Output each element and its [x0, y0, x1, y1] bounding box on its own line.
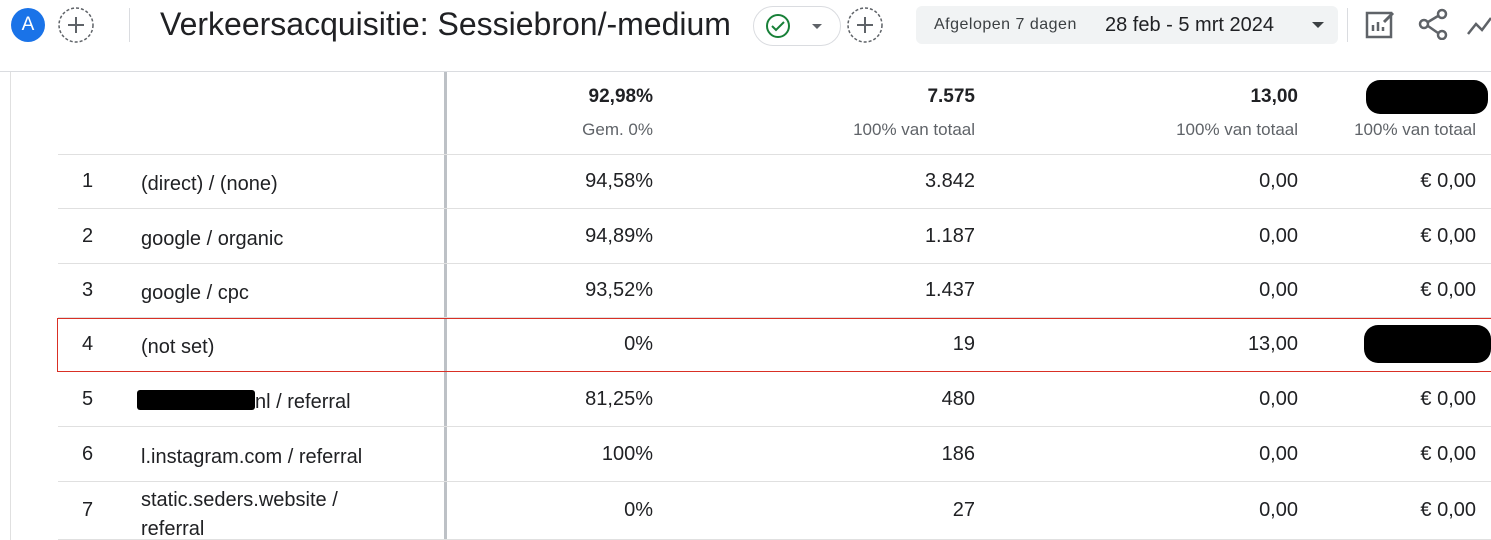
row-value: € 0,00	[1420, 442, 1476, 465]
total-sub: 100% van totaal	[1176, 120, 1298, 139]
date-range: 28 feb - 5 mrt 2024	[1105, 14, 1274, 36]
divider	[129, 8, 130, 42]
row-value: 0%	[624, 499, 653, 521]
avatar[interactable]: A	[11, 8, 45, 42]
status-pill[interactable]	[753, 6, 841, 46]
row-value: 0,00	[1259, 170, 1298, 192]
row-value: 0,00	[1259, 387, 1298, 410]
row-value: 186	[941, 442, 975, 465]
row-value: 81,25%	[585, 387, 653, 410]
top-bar: A Verkeersacquisitie: Sessiebron/-medium…	[0, 0, 1491, 72]
total-value: 13,00	[1250, 86, 1298, 107]
row-value: 13,00	[1247, 333, 1298, 355]
add-button[interactable]	[846, 6, 884, 44]
share-icon[interactable]	[1418, 8, 1450, 40]
row-value: € 0,00	[1420, 499, 1476, 521]
insights-icon[interactable]	[1466, 8, 1491, 40]
row-line	[58, 426, 1491, 427]
row-value: 0%	[624, 333, 653, 355]
row-value: 0,00	[1259, 499, 1298, 521]
row-value: 94,58%	[585, 170, 653, 192]
row-line	[58, 481, 1491, 482]
row-value: 480	[941, 387, 975, 410]
row-rank: 2	[82, 224, 94, 247]
row-value: 1.437	[924, 279, 975, 301]
total-sub: 100% van totaal	[853, 120, 975, 139]
row-rank: 3	[82, 279, 94, 301]
row-value: € 0,00	[1420, 279, 1476, 301]
edit-icon[interactable]	[1364, 8, 1396, 40]
row-rank: 1	[82, 170, 94, 192]
date-label: Afgelopen 7 dagen	[934, 16, 1077, 33]
add-comparison[interactable]	[57, 6, 95, 44]
date-picker[interactable]: Afgelopen 7 dagen 28 feb - 5 mrt 2024	[916, 6, 1338, 44]
column-divider	[444, 72, 447, 540]
row-highlight	[57, 318, 1491, 372]
report-title: Verkeersacquisitie: Sessiebron/-medium	[160, 6, 731, 42]
redaction	[137, 389, 255, 410]
row-source: google / organic	[141, 227, 284, 250]
row-value: € 0,00	[1420, 170, 1476, 192]
total-value: 92,98%	[588, 86, 653, 107]
total-sub: Gem. 0%	[582, 120, 653, 139]
row-rank: 6	[82, 442, 94, 465]
row-value: € 0,00	[1420, 224, 1476, 247]
row-rank: 4	[82, 333, 94, 355]
row-value: € 0,00	[1420, 387, 1476, 410]
row-value: 0,00	[1259, 279, 1298, 301]
redaction	[1366, 80, 1488, 114]
row-value: 94,89%	[585, 224, 653, 247]
row-value: 0,00	[1259, 442, 1298, 465]
row-rank: 7	[82, 499, 94, 521]
row-line	[58, 263, 1491, 264]
redaction	[1364, 325, 1491, 363]
row-value: 19	[952, 333, 975, 355]
row-source: l.instagram.com / referral	[141, 445, 363, 468]
row-value: 3.842	[924, 170, 975, 192]
row-line	[58, 317, 1491, 318]
total-sub: 100% van totaal	[1354, 120, 1476, 139]
row-value: 27	[952, 499, 975, 521]
row-line	[58, 154, 1491, 155]
row-rank: 5	[82, 387, 94, 410]
row-value: 100%	[601, 442, 653, 465]
row-value: 0,00	[1259, 224, 1298, 247]
row-source: (not set)	[141, 336, 215, 358]
row-source: static.seders.website / referral	[141, 489, 338, 540]
row-value: 93,52%	[585, 279, 653, 301]
total-value: 7.575	[927, 86, 975, 107]
row-source: (direct) / (none)	[141, 173, 278, 195]
row-source: google / cpc	[141, 282, 249, 304]
row-line	[58, 208, 1491, 209]
row-value: 1.187	[924, 224, 975, 247]
row-source: nl / referral	[255, 390, 351, 413]
